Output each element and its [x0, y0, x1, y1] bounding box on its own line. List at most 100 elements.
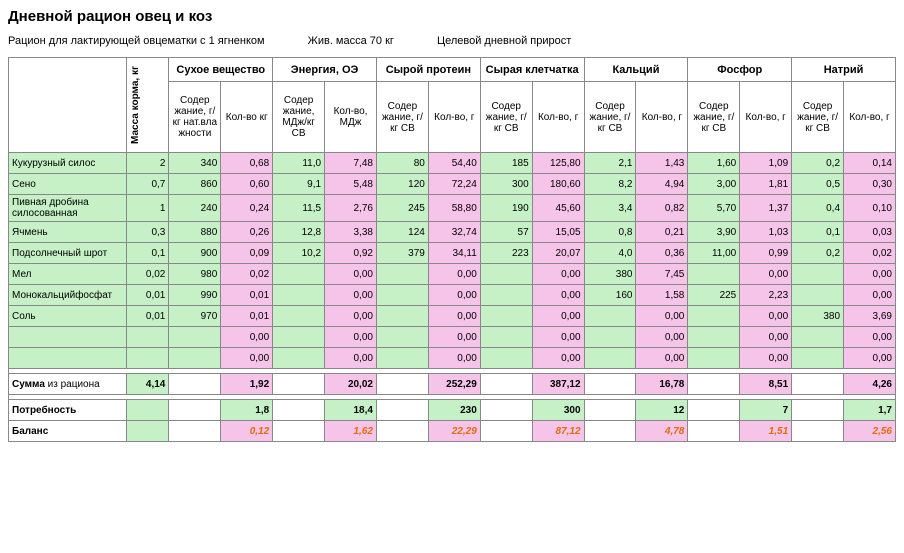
cell: 0,1	[126, 243, 168, 264]
cell: 58,80	[428, 195, 480, 222]
cell: 340	[169, 153, 221, 174]
cell: 0,03	[844, 222, 896, 243]
cell	[584, 306, 636, 327]
cell: 125,80	[532, 153, 584, 174]
cell: 160	[584, 285, 636, 306]
table-row: 0,000,000,000,000,000,000,00	[9, 348, 896, 369]
cell	[273, 327, 325, 348]
cell: 2	[126, 153, 168, 174]
cell: 0,82	[636, 195, 688, 222]
cell: 0,00	[636, 327, 688, 348]
sub-p-c: Содер жание, г/кг СВ	[688, 82, 740, 153]
cell: 223	[480, 243, 532, 264]
cell	[273, 348, 325, 369]
cell: Сено	[9, 174, 127, 195]
table-row: 0,000,000,000,000,000,000,00	[9, 327, 896, 348]
cell: 1,81	[740, 174, 792, 195]
cell	[376, 327, 428, 348]
cell: 0,00	[532, 327, 584, 348]
cell: 34,11	[428, 243, 480, 264]
cell: 0,02	[126, 264, 168, 285]
cell: 0,01	[126, 306, 168, 327]
cell: 0,00	[325, 285, 377, 306]
cell: 0,3	[126, 222, 168, 243]
cell	[792, 348, 844, 369]
cell: Кукурузный силос	[9, 153, 127, 174]
cell: 0,00	[428, 264, 480, 285]
cell: 0,30	[844, 174, 896, 195]
cell	[584, 348, 636, 369]
cell: 0,00	[221, 348, 273, 369]
cell: 0,00	[636, 306, 688, 327]
cell: 54,40	[428, 153, 480, 174]
cell: 0,60	[221, 174, 273, 195]
header-protein: Сырой протеин	[376, 58, 480, 82]
table-row: Соль0,019700,010,000,000,000,000,003803,…	[9, 306, 896, 327]
header-calcium: Кальций	[584, 58, 688, 82]
header-empty	[9, 58, 127, 153]
cell	[169, 348, 221, 369]
cell: 0,4	[792, 195, 844, 222]
cell: 0,92	[325, 243, 377, 264]
cell: 1,37	[740, 195, 792, 222]
balance-row: Баланс 0,12 1,62 22,29 87,12 4,78 1,51 2…	[9, 421, 896, 442]
cell: 0,00	[428, 306, 480, 327]
page-title: Дневной рацион овец и коз	[8, 8, 896, 25]
cell: 0,00	[325, 306, 377, 327]
cell: 880	[169, 222, 221, 243]
cell: 379	[376, 243, 428, 264]
cell: 0,00	[532, 348, 584, 369]
cell: 7,48	[325, 153, 377, 174]
cell	[688, 306, 740, 327]
cell: 4,0	[584, 243, 636, 264]
cell: 124	[376, 222, 428, 243]
cell: 10,2	[273, 243, 325, 264]
cell: 300	[480, 174, 532, 195]
sub-p-q: Кол-во, г	[740, 82, 792, 153]
cell: 3,69	[844, 306, 896, 327]
cell: 5,48	[325, 174, 377, 195]
cell: 0,5	[792, 174, 844, 195]
cell: Пивная дробина силосованная	[9, 195, 127, 222]
cell: 245	[376, 195, 428, 222]
table-row: Пивная дробина силосованная12400,2411,52…	[9, 195, 896, 222]
sub-na-q: Кол-во, г	[844, 82, 896, 153]
cell: 57	[480, 222, 532, 243]
header-mass: Масса корма, кг	[126, 58, 168, 153]
subtitle-mass: Жив. масса 70 кг	[308, 35, 394, 47]
cell: 190	[480, 195, 532, 222]
sub-fi-q: Кол-во, г	[532, 82, 584, 153]
cell	[480, 327, 532, 348]
cell: 11,5	[273, 195, 325, 222]
cell: 0,00	[740, 264, 792, 285]
cell: 0,21	[636, 222, 688, 243]
cell: 0,00	[325, 348, 377, 369]
cell	[376, 285, 428, 306]
table-row: Монокальцийфосфат0,019900,010,000,000,00…	[9, 285, 896, 306]
table-row: Кукурузный силос23400,6811,07,488054,401…	[9, 153, 896, 174]
cell	[792, 285, 844, 306]
cell: 0,00	[844, 264, 896, 285]
cell: Подсолнечный шрот	[9, 243, 127, 264]
cell: 980	[169, 264, 221, 285]
cell: 1	[126, 195, 168, 222]
cell: 0,00	[636, 348, 688, 369]
cell: 0,7	[126, 174, 168, 195]
cell: 0,00	[740, 327, 792, 348]
cell: 0,01	[221, 306, 273, 327]
header-phosphor: Фосфор	[688, 58, 792, 82]
cell: 0,00	[325, 327, 377, 348]
cell: 11,0	[273, 153, 325, 174]
cell	[792, 264, 844, 285]
cell: 0,2	[792, 153, 844, 174]
cell	[169, 327, 221, 348]
cell: 20,07	[532, 243, 584, 264]
header-energy: Энергия, ОЭ	[273, 58, 377, 82]
ration-table: Масса корма, кг Сухое вещество Энергия, …	[8, 57, 896, 442]
cell: 72,24	[428, 174, 480, 195]
cell: 380	[792, 306, 844, 327]
cell: 2,76	[325, 195, 377, 222]
cell: 9,1	[273, 174, 325, 195]
cell: 2,23	[740, 285, 792, 306]
cell: 5,70	[688, 195, 740, 222]
